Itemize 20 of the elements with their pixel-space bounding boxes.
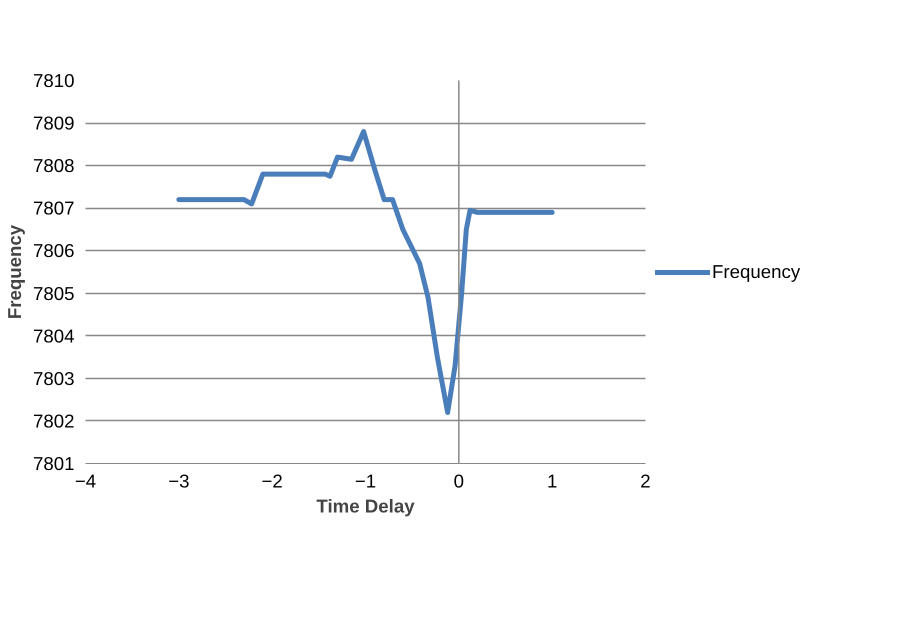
y-tick-label: 7807 [32, 198, 75, 219]
x-tick-label: −3 [168, 470, 190, 492]
legend-label: Frequency [712, 260, 800, 282]
y-tick-label: 7804 [32, 325, 75, 346]
y-tick-label: 7805 [32, 282, 75, 304]
x-tick-label: 2 [640, 470, 651, 492]
x-axis-title: Time Delay [316, 496, 416, 516]
y-tick-label: 7810 [32, 70, 75, 91]
x-tick-label: −2 [262, 470, 283, 492]
y-tick-label: 7803 [32, 368, 75, 389]
x-tick-label: −1 [354, 470, 376, 492]
x-tick-label: −4 [74, 470, 96, 492]
y-tick-label: 7806 [32, 240, 75, 262]
y-tick-label: 7808 [32, 155, 75, 176]
y-tick-label: 7802 [32, 410, 75, 432]
x-tick-label: 0 [454, 470, 464, 492]
y-tick-label: 7801 [32, 453, 75, 474]
y-axis-title: Frequency [4, 224, 25, 320]
y-tick-label: 7809 [32, 112, 75, 134]
x-tick-label: 1 [546, 470, 558, 492]
